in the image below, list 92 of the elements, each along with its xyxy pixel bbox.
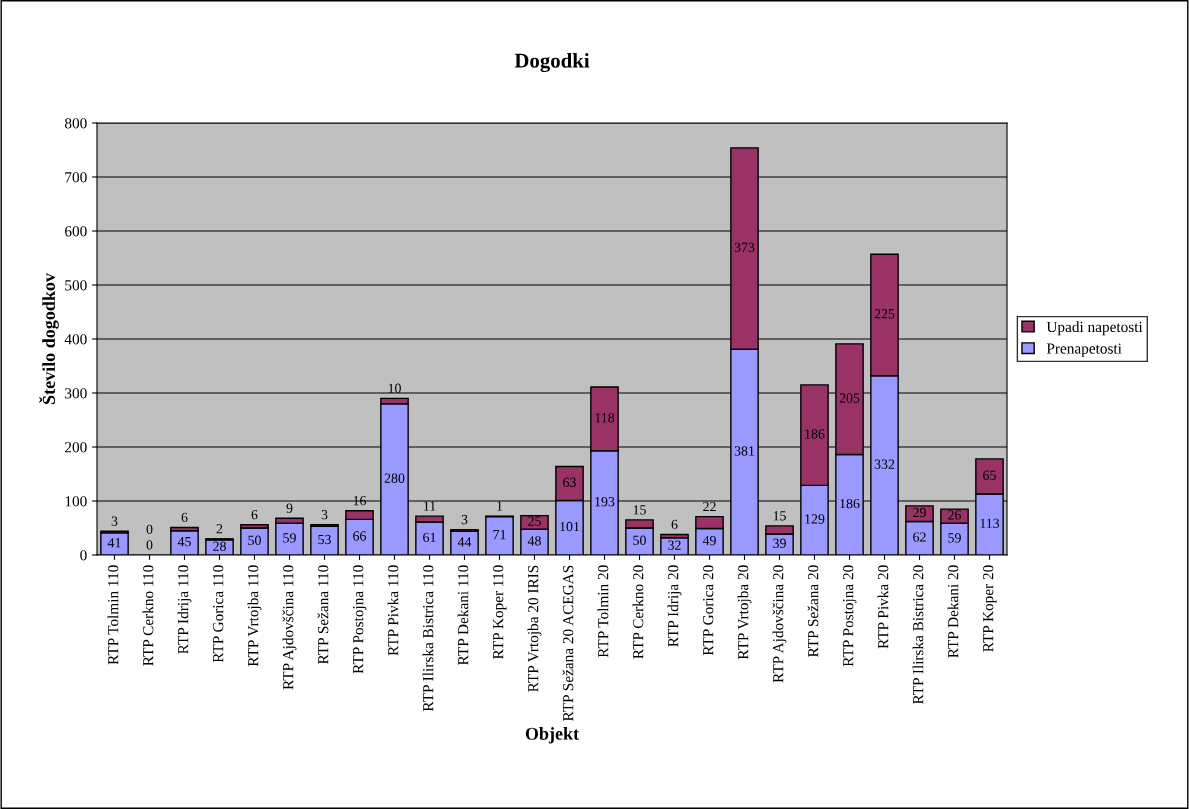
x-tick-label: RTP Koper 110 bbox=[493, 565, 507, 659]
x-tick-label: RTP Pivka 110 bbox=[387, 565, 399, 656]
data-label: 25 bbox=[528, 516, 541, 526]
data-label: 61 bbox=[423, 532, 436, 543]
data-label: 50 bbox=[248, 535, 261, 545]
x-tick-label: RTP Sežana 20 ACEGAS bbox=[562, 565, 574, 722]
data-label: 205 bbox=[839, 393, 860, 403]
legend-label: Upadi napetosti bbox=[1046, 321, 1143, 336]
data-label: 32 bbox=[668, 540, 681, 550]
y-tick-label: 200 bbox=[65, 442, 87, 453]
x-tick-label: RTP Vrtojba 110 bbox=[247, 565, 262, 667]
x-tick-label: RTP Ajdovščina 20 bbox=[772, 565, 787, 683]
data-label: 332 bbox=[874, 459, 895, 469]
data-label: 44 bbox=[457, 537, 472, 547]
data-label: 6 bbox=[181, 512, 188, 523]
x-tick-label: RTP Tolmin 20 bbox=[597, 565, 609, 658]
data-label: 49 bbox=[702, 535, 716, 546]
data-label: 59 bbox=[283, 533, 296, 543]
data-label: 39 bbox=[773, 538, 786, 548]
x-tick-label: RTP Vrtojba 20 IRIS bbox=[527, 565, 542, 692]
data-label: 10 bbox=[388, 383, 401, 393]
data-label: 186 bbox=[840, 498, 860, 509]
x-tick-label: RTP Tolmin 110 bbox=[107, 565, 119, 665]
x-tick-label: RTP Ilirska Bistrica 20 bbox=[912, 565, 924, 705]
data-label: 11 bbox=[424, 501, 436, 511]
x-tick-label: RTP Cerkno 20 bbox=[632, 565, 644, 659]
x-tick-label: RTP Dekani 20 bbox=[947, 565, 959, 658]
data-label: 66 bbox=[353, 531, 367, 541]
data-label: 45 bbox=[177, 537, 191, 547]
x-axis-title: Objekt bbox=[525, 727, 580, 744]
x-tick-label: RTP Gorica 20 bbox=[703, 565, 714, 656]
data-label: 15 bbox=[773, 511, 786, 521]
data-label: 3 bbox=[321, 510, 328, 520]
data-label: 48 bbox=[527, 536, 541, 546]
x-tick-label: RTP Cerkno 110 bbox=[142, 565, 154, 666]
data-label: 193 bbox=[595, 497, 615, 507]
data-label: 186 bbox=[805, 429, 825, 439]
x-tick-label: RTP Ilirska Bistrica 110 bbox=[422, 565, 434, 712]
y-tick-label: 300 bbox=[65, 388, 87, 399]
x-tick-label: RTP Pivka 20 bbox=[877, 565, 889, 649]
data-label: 29 bbox=[913, 507, 926, 518]
data-label: 26 bbox=[948, 510, 962, 520]
data-label: 22 bbox=[703, 501, 716, 512]
y-axis-title: Število dogodkov bbox=[39, 273, 59, 404]
data-label: 28 bbox=[213, 541, 226, 551]
y-tick-label: 600 bbox=[65, 226, 87, 237]
data-label: 129 bbox=[805, 514, 825, 524]
data-label: 280 bbox=[384, 473, 405, 483]
y-tick-label: 400 bbox=[64, 334, 87, 345]
data-label: 373 bbox=[734, 242, 755, 253]
data-label: 225 bbox=[874, 309, 895, 319]
data-label: 53 bbox=[318, 534, 331, 545]
x-tick-label: RTP Sežana 110 bbox=[317, 565, 329, 665]
y-tick-label: 700 bbox=[65, 172, 87, 183]
x-tick-label: RTP Koper 20 bbox=[983, 565, 997, 652]
x-tick-label: RTP Postojna 20 bbox=[843, 565, 857, 667]
data-label: 101 bbox=[560, 521, 580, 532]
data-label: 6 bbox=[251, 510, 258, 520]
data-label: 3 bbox=[111, 516, 118, 526]
x-tick-label: RTP Ajdovščina 110 bbox=[282, 565, 297, 690]
chart-title: Dogodki bbox=[514, 52, 590, 73]
data-label: 63 bbox=[563, 477, 576, 487]
data-label: 59 bbox=[948, 533, 961, 543]
y-tick-label: 800 bbox=[64, 118, 87, 129]
x-tick-label: RTP Gorica 110 bbox=[213, 565, 224, 663]
data-label: 62 bbox=[913, 532, 926, 542]
x-tick-label: RTP Sežana 20 bbox=[807, 565, 819, 657]
data-label: 0 bbox=[146, 524, 153, 535]
data-label: 16 bbox=[353, 495, 367, 506]
data-label: 118 bbox=[595, 413, 615, 423]
legend-label: Prenapetosti bbox=[1046, 343, 1122, 357]
y-tick-label: 100 bbox=[65, 496, 87, 507]
data-label: 9 bbox=[286, 503, 293, 513]
y-tick-label: 0 bbox=[80, 550, 87, 561]
data-label: 15 bbox=[633, 505, 646, 515]
data-label: 2 bbox=[216, 524, 223, 534]
data-label: 71 bbox=[493, 530, 506, 540]
data-label: 0 bbox=[146, 540, 153, 550]
x-tick-label: RTP Postojna 110 bbox=[353, 565, 367, 674]
x-tick-label: RTP Idrija 110 bbox=[177, 565, 192, 654]
data-label: 3 bbox=[461, 514, 468, 525]
x-tick-label: RTP Vrtojba 20 bbox=[737, 565, 752, 660]
y-tick-label: 500 bbox=[65, 280, 87, 291]
data-label: 1 bbox=[497, 501, 503, 511]
data-label: 41 bbox=[107, 538, 121, 548]
data-label: 65 bbox=[983, 470, 996, 480]
data-label: 6 bbox=[671, 519, 678, 530]
x-tick-label: RTP Idrija 20 bbox=[667, 565, 682, 647]
data-label: 381 bbox=[734, 446, 755, 456]
data-label: 50 bbox=[633, 535, 646, 545]
data-label: 113 bbox=[980, 518, 1000, 528]
x-tick-label: RTP Dekani 110 bbox=[457, 565, 469, 665]
